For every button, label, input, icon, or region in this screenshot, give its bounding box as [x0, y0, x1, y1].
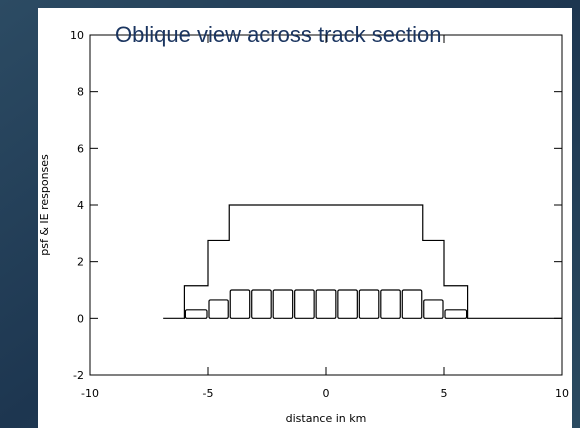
response-box: [380, 289, 401, 319]
plot-panel: [38, 8, 572, 428]
y-tick-label: 10: [70, 29, 84, 42]
response-box: [444, 309, 468, 319]
x-tick-label: 10: [555, 387, 569, 400]
x-tick-label: -5: [203, 387, 214, 400]
x-tick-label: 0: [323, 387, 330, 400]
envelope-line: [163, 204, 562, 319]
x-axis-label: distance in km: [286, 412, 367, 425]
y-tick-label: -2: [73, 369, 84, 382]
response-box: [208, 299, 229, 319]
y-tick-label: 4: [77, 199, 84, 212]
y-axis-label: psf & IE responses: [38, 154, 51, 256]
response-box: [358, 289, 380, 319]
chart-title: Oblique view across track section: [115, 22, 441, 47]
x-tick-label: -10: [81, 387, 99, 400]
response-box: [184, 309, 208, 319]
y-tick-label: 0: [77, 312, 84, 325]
response-box: [315, 289, 337, 319]
response-box: [423, 299, 444, 319]
response-box: [401, 289, 423, 319]
response-box: [294, 289, 315, 319]
x-tick-label: 5: [441, 387, 448, 400]
response-box: [229, 289, 251, 319]
response-box: [251, 289, 272, 319]
response-box: [337, 289, 358, 319]
y-tick-label: 6: [77, 142, 84, 155]
y-tick-label: 8: [77, 86, 84, 99]
y-tick-label: 2: [77, 256, 84, 269]
response-box: [272, 289, 294, 319]
